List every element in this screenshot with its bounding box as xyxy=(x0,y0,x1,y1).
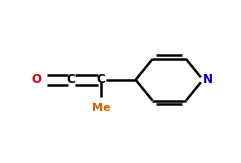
Text: N: N xyxy=(203,73,213,86)
Text: O: O xyxy=(31,73,41,86)
Text: C: C xyxy=(67,73,76,86)
Text: C: C xyxy=(97,73,106,86)
Text: Me: Me xyxy=(92,103,110,113)
